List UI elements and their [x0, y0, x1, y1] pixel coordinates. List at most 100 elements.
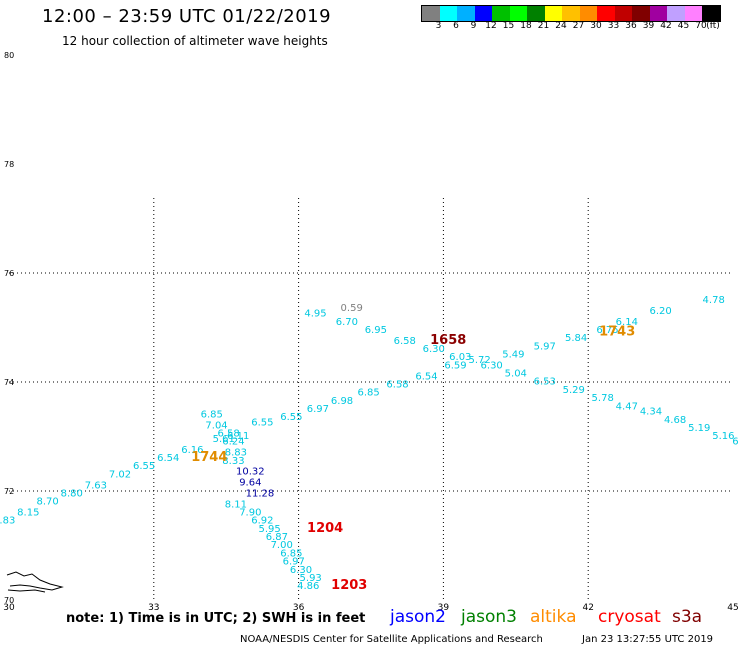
- legend-label: 36: [625, 21, 637, 31]
- legend-swatch: [422, 6, 440, 21]
- legend-label: 27: [572, 21, 585, 31]
- legend-swatch: [649, 6, 667, 21]
- wave-height-reading: 7.63: [85, 480, 107, 491]
- wave-height-reading: 6.24: [222, 437, 244, 448]
- legend-label: 3: [435, 21, 442, 31]
- legend-swatch: [667, 6, 685, 21]
- legend-swatch: [562, 6, 580, 21]
- generated-timestamp: Jan 23 13:27:55 UTC 2019: [582, 634, 714, 645]
- wave-height-reading: 8.83: [225, 448, 247, 459]
- wave-height-reading: 6.58: [386, 379, 408, 390]
- legend-swatch: [474, 6, 492, 21]
- wave-height-reading: 6.75: [596, 325, 618, 336]
- wave-height-reading: 6.55: [251, 418, 273, 429]
- wave-height-reading: 5.93: [300, 573, 322, 584]
- lat-tick-label: 78: [4, 160, 14, 169]
- wave-height-reading: 8.70: [36, 497, 58, 508]
- wave-height-reading: 6: [732, 437, 738, 448]
- wave-height-reading: 5.19: [688, 423, 710, 434]
- legend-label: 33: [607, 21, 620, 31]
- legend-swatch: [702, 6, 720, 21]
- map-subtitle: 12 hour collection of altimeter wave hei…: [62, 34, 328, 48]
- wave-height-reading: 6.97: [307, 404, 329, 415]
- wave-height-reading: 6.98: [331, 396, 353, 407]
- wave-height-reading: 6.97: [283, 557, 305, 568]
- map-title: 12:00 – 23:59 UTC 01/22/2019: [42, 6, 332, 27]
- pass-time-label: 1658: [430, 333, 466, 348]
- legend-swatch: [457, 6, 475, 21]
- legend-label: 24: [555, 21, 567, 31]
- lon-tick-label: 45: [727, 603, 738, 613]
- wave-height-reading: 7.02: [109, 469, 131, 480]
- pass-time-label: 1203: [331, 578, 367, 593]
- wave-height-reading: 6.85: [357, 388, 379, 399]
- wave-height-reading: 6.11: [227, 431, 249, 442]
- wave-height-reading: 4.78: [703, 295, 725, 306]
- legend-swatch: [614, 6, 632, 21]
- wave-height-reading: 7.04: [205, 420, 227, 431]
- legend-label: (ft): [706, 21, 720, 31]
- wave-height-reading: 6.70: [336, 317, 358, 328]
- color-scale-labels: 3 6 9 12 15 18 21 24 27 30 33 36 39 42 45 70 (ft): [421, 21, 740, 35]
- units-note: note: 1) Time is in UTC; 2) SWH is in fe…: [66, 611, 366, 626]
- legend-swatch: [492, 6, 510, 21]
- satellite-altika: altika: [530, 607, 577, 627]
- wave-height-reading: 8.11: [225, 499, 247, 510]
- legend-swatch: [439, 6, 457, 21]
- coastline: [6, 571, 64, 591]
- legend-label: 9: [470, 21, 477, 31]
- wave-height-reading: 4.47: [616, 401, 638, 412]
- wave-height-reading: 9.64: [239, 478, 261, 489]
- wave-height-reading: 5.61: [213, 434, 235, 445]
- wave-height-reading: 11.28: [246, 488, 275, 499]
- legend-swatch: [527, 6, 545, 21]
- lon-tick-label: 39: [438, 603, 450, 613]
- wave-height-reading: 6.14: [616, 317, 638, 328]
- legend-swatch: [632, 6, 650, 21]
- wave-height-reading: 7.00: [271, 540, 293, 551]
- lat-tick-label: 72: [4, 487, 14, 496]
- wave-height-reading: 6.03: [449, 352, 471, 363]
- satellite-jason2: jason2: [390, 607, 446, 627]
- wave-height-reading: 6.95: [365, 325, 387, 336]
- lon-tick-label: 36: [293, 603, 305, 613]
- wave-height-reading: 4.68: [664, 415, 686, 426]
- wave-height-reading: 6.58: [217, 429, 239, 440]
- legend-label: 42: [660, 21, 672, 31]
- pass-time-label: 1204: [307, 521, 343, 536]
- legend-swatch: [597, 6, 615, 21]
- wave-height-reading: 0.59: [341, 303, 363, 314]
- lon-tick-label: 33: [148, 603, 159, 613]
- wave-height-reading: 5.29: [563, 385, 585, 396]
- wave-height-reading: 8.15: [17, 508, 39, 519]
- color-scale-legend: [421, 5, 721, 22]
- legend-label: 18: [520, 21, 532, 31]
- wave-height-reading: 6.16: [181, 445, 203, 456]
- legend-label: 70: [695, 21, 707, 31]
- lon-tick-label: 30: [3, 603, 15, 613]
- legend-label: 6: [453, 21, 459, 31]
- satellite-jason3: jason3: [461, 607, 517, 627]
- lat-tick-label: 80: [4, 51, 14, 60]
- wave-height-reading: 6.20: [649, 306, 671, 317]
- wave-height-reading: 10.32: [236, 467, 265, 478]
- legend-swatch: [509, 6, 527, 21]
- wave-height-reading: 6.58: [394, 336, 416, 347]
- wave-height-reading: 6.55: [280, 412, 302, 423]
- lat-tick-label: 76: [4, 269, 14, 278]
- wave-height-reading: 6.54: [415, 371, 437, 382]
- wave-height-reading: 5.16: [712, 431, 734, 442]
- satellite-cryosat: cryosat: [598, 607, 661, 627]
- legend-swatch: [579, 6, 597, 21]
- wave-height-reading: 7.90: [239, 508, 261, 519]
- legend-label: 21: [537, 21, 550, 31]
- legend-label: 45: [677, 21, 690, 31]
- wave-height-reading: 4.34: [640, 407, 662, 418]
- wave-height-reading: 6.30: [290, 565, 312, 576]
- satellite-s3a: s3a: [672, 607, 703, 627]
- wave-height-reading: 4.95: [304, 309, 326, 320]
- wave-height-reading: 5.49: [502, 349, 524, 360]
- wave-height-reading: 5.97: [534, 341, 556, 352]
- legend-label: 30: [590, 21, 602, 31]
